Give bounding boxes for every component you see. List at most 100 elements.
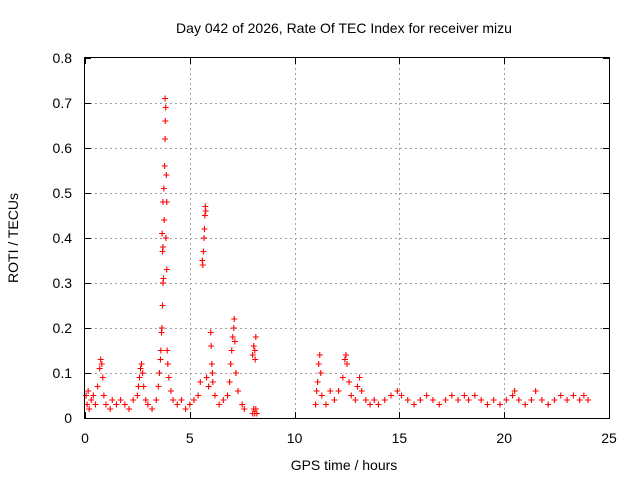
y-tick-label: 0.2	[53, 320, 73, 336]
data-point	[109, 397, 116, 403]
data-point	[220, 397, 227, 403]
data-point	[160, 275, 167, 282]
data-point	[135, 383, 142, 390]
data-point	[162, 95, 169, 102]
data-point	[318, 392, 325, 399]
data-point	[528, 397, 535, 403]
data-point	[429, 397, 436, 403]
x-tick-label: 0	[81, 430, 89, 446]
data-point	[252, 406, 259, 412]
data-point	[335, 388, 342, 394]
data-point	[352, 397, 359, 403]
data-point	[113, 401, 120, 408]
data-points	[83, 95, 592, 417]
data-point	[117, 397, 124, 403]
data-point	[162, 136, 169, 142]
data-point	[94, 383, 101, 390]
data-point	[323, 401, 330, 408]
data-point	[231, 338, 238, 345]
data-point	[208, 343, 215, 349]
data-point	[417, 397, 424, 403]
data-point	[316, 352, 323, 358]
data-point	[207, 329, 214, 336]
data-point	[130, 397, 137, 403]
data-point	[216, 401, 223, 408]
data-point	[186, 401, 193, 408]
data-point	[140, 383, 147, 390]
data-point	[229, 334, 236, 340]
data-point	[182, 406, 189, 412]
data-point	[461, 392, 468, 399]
data-point	[134, 392, 141, 399]
data-point	[211, 392, 218, 399]
data-point	[585, 397, 592, 403]
y-tick-label: 0.5	[53, 185, 73, 201]
data-point	[162, 235, 169, 241]
data-point	[497, 401, 504, 408]
data-point	[209, 379, 216, 385]
data-point	[98, 361, 105, 367]
x-tick-label: 25	[601, 430, 617, 446]
data-point	[249, 352, 256, 358]
data-point	[167, 388, 174, 394]
data-point	[503, 397, 510, 403]
data-point	[162, 104, 169, 111]
data-point	[342, 352, 349, 358]
data-point	[226, 379, 233, 385]
data-point	[455, 397, 462, 403]
data-point	[250, 343, 257, 349]
data-point	[241, 406, 248, 412]
data-point	[163, 172, 170, 178]
data-point	[136, 374, 143, 381]
y-tick-label: 0.6	[53, 140, 73, 156]
data-point	[411, 401, 418, 408]
data-point	[230, 325, 237, 331]
data-point	[436, 401, 443, 408]
data-point	[356, 374, 363, 381]
data-point	[97, 356, 104, 363]
data-point	[195, 392, 202, 399]
y-axis-label: ROTI / TECUs	[5, 193, 21, 283]
data-point	[348, 392, 355, 399]
grid-lines	[85, 58, 609, 418]
data-point	[239, 401, 246, 408]
data-point	[161, 163, 168, 169]
data-point	[157, 356, 164, 363]
data-point	[155, 383, 162, 390]
data-point	[538, 397, 545, 403]
data-point	[344, 361, 350, 367]
data-point	[362, 397, 369, 403]
data-point	[367, 401, 374, 408]
data-point	[557, 392, 564, 399]
data-point	[235, 388, 242, 394]
data-point	[228, 347, 235, 354]
data-point	[178, 397, 185, 403]
data-point	[252, 334, 259, 340]
data-point	[137, 365, 144, 372]
y-tick-labels: 0 0.1 0.2 0.3 0.4 0.5 0.6 0.7 0.8	[53, 50, 73, 426]
data-point	[532, 388, 539, 394]
data-point	[149, 406, 156, 412]
data-point	[153, 397, 160, 403]
data-point	[313, 388, 320, 394]
data-point	[157, 347, 164, 354]
data-point	[394, 388, 401, 394]
data-point	[231, 316, 238, 322]
data-point	[314, 379, 321, 385]
data-point	[86, 406, 93, 412]
data-point	[96, 365, 103, 372]
data-point	[371, 397, 378, 403]
data-point	[163, 199, 170, 205]
data-point	[99, 374, 106, 381]
x-tick-label: 5	[186, 430, 194, 446]
data-point	[580, 392, 587, 399]
data-point	[107, 406, 114, 412]
data-point	[92, 401, 99, 408]
data-point	[144, 401, 151, 408]
y-tick-label: 0.8	[53, 50, 73, 66]
data-point	[199, 262, 206, 268]
data-point	[162, 118, 169, 124]
data-point	[515, 397, 522, 403]
data-point	[197, 379, 204, 385]
